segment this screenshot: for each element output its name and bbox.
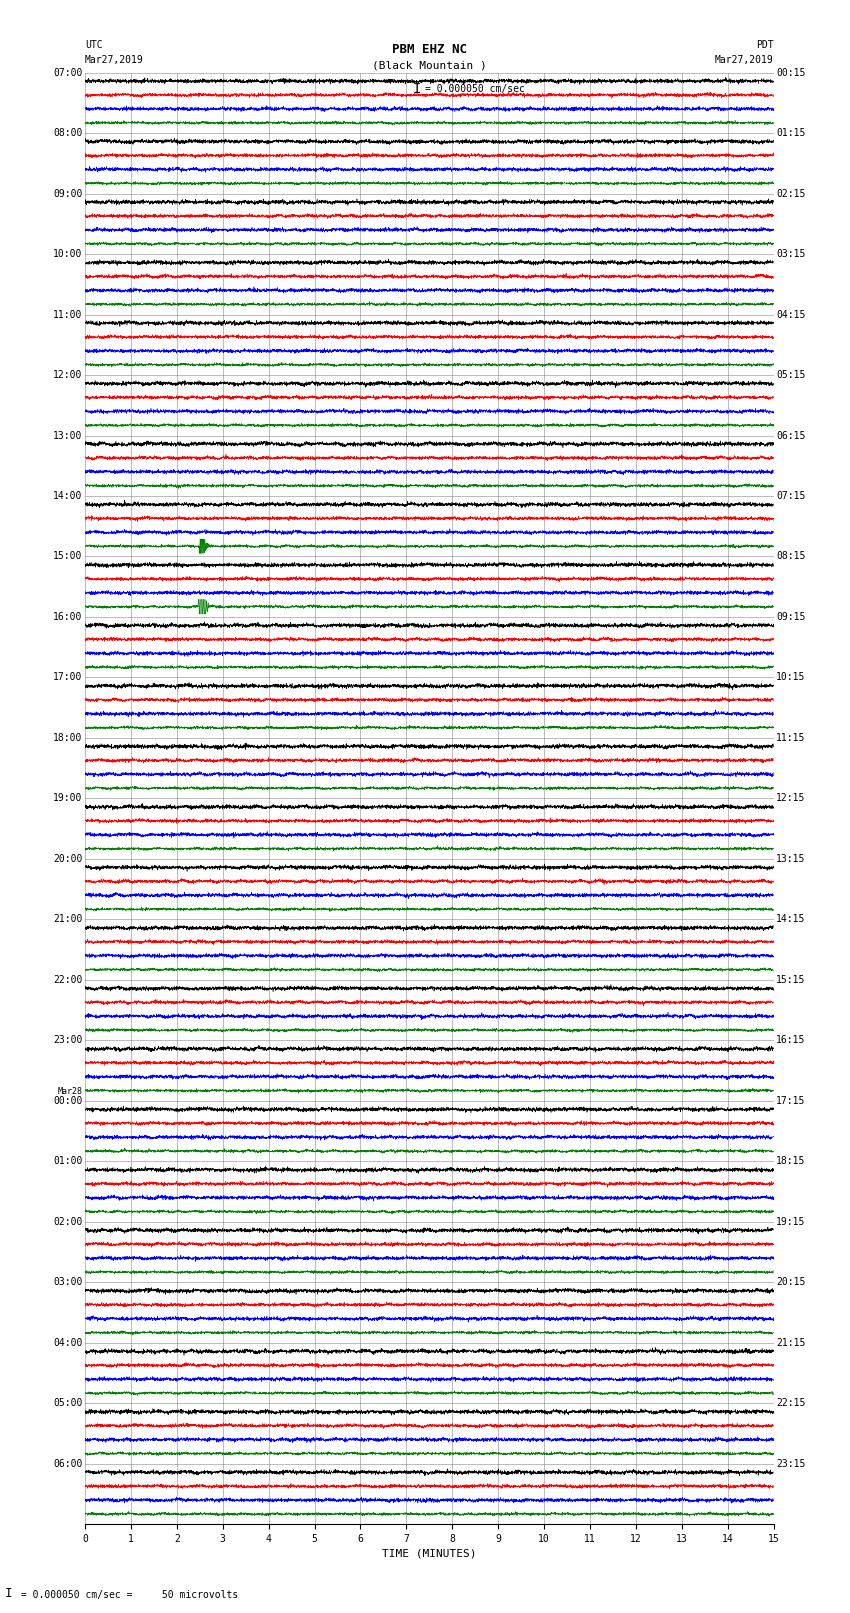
Text: 22:15: 22:15 bbox=[776, 1398, 806, 1408]
Text: Mar27,2019: Mar27,2019 bbox=[715, 55, 774, 65]
Text: 01:15: 01:15 bbox=[776, 127, 806, 139]
Text: (Black Mountain ): (Black Mountain ) bbox=[371, 61, 486, 71]
Text: 11:00: 11:00 bbox=[53, 310, 82, 319]
Text: 17:15: 17:15 bbox=[776, 1095, 806, 1107]
Text: 21:00: 21:00 bbox=[53, 915, 82, 924]
Text: I: I bbox=[4, 1587, 12, 1600]
Text: 16:15: 16:15 bbox=[776, 1036, 806, 1045]
Text: 14:00: 14:00 bbox=[53, 490, 82, 502]
Text: 09:00: 09:00 bbox=[53, 189, 82, 198]
Text: 00:00: 00:00 bbox=[53, 1095, 82, 1107]
Text: 10:00: 10:00 bbox=[53, 248, 82, 260]
Text: 16:00: 16:00 bbox=[53, 611, 82, 623]
Text: 00:15: 00:15 bbox=[776, 68, 806, 77]
Text: 03:00: 03:00 bbox=[53, 1277, 82, 1287]
Text: 22:00: 22:00 bbox=[53, 974, 82, 986]
Text: I: I bbox=[412, 82, 421, 95]
Text: 15:00: 15:00 bbox=[53, 552, 82, 561]
Text: = 0.000050 cm/sec =     50 microvolts: = 0.000050 cm/sec = 50 microvolts bbox=[15, 1590, 239, 1600]
Text: Mar27,2019: Mar27,2019 bbox=[85, 55, 144, 65]
Text: 05:00: 05:00 bbox=[53, 1398, 82, 1408]
Text: 18:15: 18:15 bbox=[776, 1157, 806, 1166]
Text: 23:15: 23:15 bbox=[776, 1458, 806, 1469]
Text: 06:00: 06:00 bbox=[53, 1458, 82, 1469]
Text: 19:15: 19:15 bbox=[776, 1216, 806, 1227]
Text: 14:15: 14:15 bbox=[776, 915, 806, 924]
Text: 04:00: 04:00 bbox=[53, 1337, 82, 1348]
Text: 07:00: 07:00 bbox=[53, 68, 82, 77]
Text: 13:15: 13:15 bbox=[776, 853, 806, 865]
Text: 02:15: 02:15 bbox=[776, 189, 806, 198]
Text: 11:15: 11:15 bbox=[776, 732, 806, 744]
Text: = 0.000050 cm/sec: = 0.000050 cm/sec bbox=[425, 84, 524, 94]
Text: 05:15: 05:15 bbox=[776, 369, 806, 381]
Text: 01:00: 01:00 bbox=[53, 1157, 82, 1166]
Text: 13:00: 13:00 bbox=[53, 431, 82, 440]
Text: 06:15: 06:15 bbox=[776, 431, 806, 440]
Text: 04:15: 04:15 bbox=[776, 310, 806, 319]
Text: 12:15: 12:15 bbox=[776, 794, 806, 803]
Text: 18:00: 18:00 bbox=[53, 732, 82, 744]
Text: 02:00: 02:00 bbox=[53, 1216, 82, 1227]
Text: 15:15: 15:15 bbox=[776, 974, 806, 986]
Text: PBM EHZ NC: PBM EHZ NC bbox=[392, 44, 467, 56]
Text: PDT: PDT bbox=[756, 40, 774, 50]
Text: 12:00: 12:00 bbox=[53, 369, 82, 381]
Text: 21:15: 21:15 bbox=[776, 1337, 806, 1348]
Text: 10:15: 10:15 bbox=[776, 673, 806, 682]
Text: 07:15: 07:15 bbox=[776, 490, 806, 502]
Text: Mar28: Mar28 bbox=[58, 1087, 82, 1097]
Text: 19:00: 19:00 bbox=[53, 794, 82, 803]
Text: 20:00: 20:00 bbox=[53, 853, 82, 865]
Text: 23:00: 23:00 bbox=[53, 1036, 82, 1045]
Text: 08:15: 08:15 bbox=[776, 552, 806, 561]
Text: 20:15: 20:15 bbox=[776, 1277, 806, 1287]
Text: 08:00: 08:00 bbox=[53, 127, 82, 139]
Text: 09:15: 09:15 bbox=[776, 611, 806, 623]
Text: UTC: UTC bbox=[85, 40, 103, 50]
X-axis label: TIME (MINUTES): TIME (MINUTES) bbox=[382, 1548, 477, 1558]
Text: 03:15: 03:15 bbox=[776, 248, 806, 260]
Text: 17:00: 17:00 bbox=[53, 673, 82, 682]
